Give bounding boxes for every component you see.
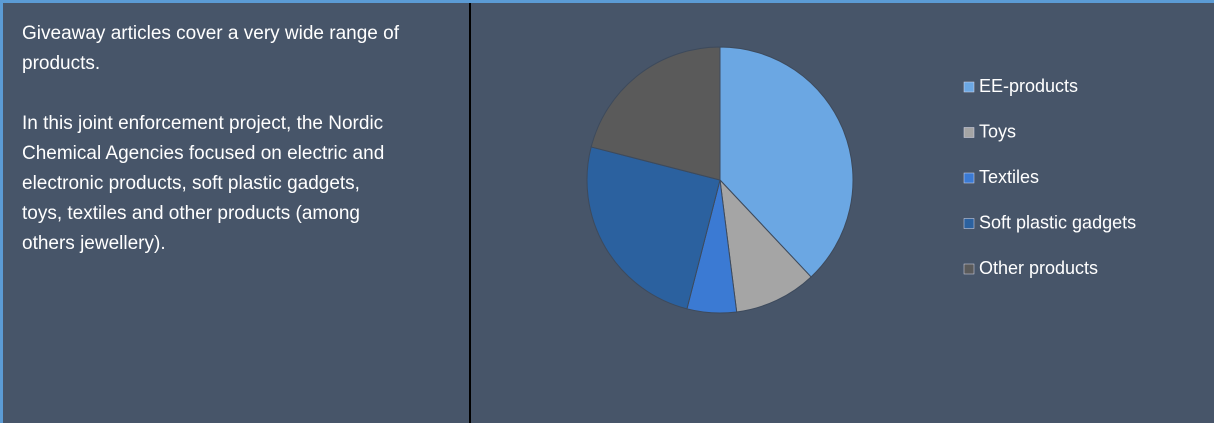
pie-slice xyxy=(719,46,854,278)
legend-swatch xyxy=(963,81,975,93)
legend-label: EE-products xyxy=(979,76,1078,96)
paragraph: In this joint enforcement project, the N… xyxy=(22,113,385,254)
legend-swatch xyxy=(963,263,975,275)
pie-slice xyxy=(590,46,721,181)
pie-slice xyxy=(586,146,721,310)
legend-label: Soft plastic gadgets xyxy=(979,212,1136,232)
pie-slice xyxy=(719,178,812,313)
legend-label: Toys xyxy=(979,121,1016,141)
legend-swatch xyxy=(963,218,975,229)
legend-swatch xyxy=(963,127,975,138)
legend-label: Textiles xyxy=(979,167,1039,187)
text-column: Giveaway articles cover a very wide rang… xyxy=(3,3,471,423)
text-body: Giveaway articles cover a very wide rang… xyxy=(22,19,402,289)
chart: EE-products Toys Textiles Soft plastic gadg… xyxy=(586,46,1136,314)
legend-swatch xyxy=(963,172,975,184)
paragraph: Giveaway articles cover a very wide rang… xyxy=(22,23,399,74)
legend-label: Other products xyxy=(979,258,1098,278)
